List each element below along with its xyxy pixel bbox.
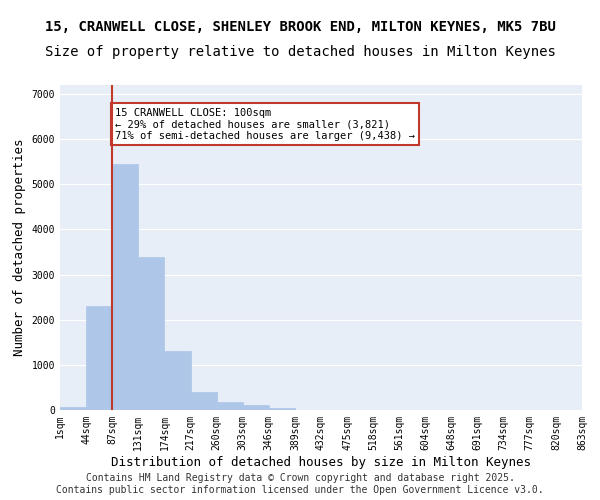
Bar <box>217 402 243 410</box>
Bar <box>269 408 295 410</box>
Bar <box>191 392 217 410</box>
Text: 15, CRANWELL CLOSE, SHENLEY BROOK END, MILTON KEYNES, MK5 7BU: 15, CRANWELL CLOSE, SHENLEY BROOK END, M… <box>44 20 556 34</box>
Bar <box>243 406 269 410</box>
Text: 15 CRANWELL CLOSE: 100sqm
← 29% of detached houses are smaller (3,821)
71% of se: 15 CRANWELL CLOSE: 100sqm ← 29% of detac… <box>115 108 415 141</box>
Bar <box>164 352 191 410</box>
Bar <box>60 406 86 410</box>
X-axis label: Distribution of detached houses by size in Milton Keynes: Distribution of detached houses by size … <box>111 456 531 468</box>
Bar <box>86 306 112 410</box>
Bar <box>112 164 139 410</box>
Y-axis label: Number of detached properties: Number of detached properties <box>13 138 26 356</box>
Bar <box>139 256 164 410</box>
Text: Contains HM Land Registry data © Crown copyright and database right 2025.
Contai: Contains HM Land Registry data © Crown c… <box>56 474 544 495</box>
Text: Size of property relative to detached houses in Milton Keynes: Size of property relative to detached ho… <box>44 45 556 59</box>
